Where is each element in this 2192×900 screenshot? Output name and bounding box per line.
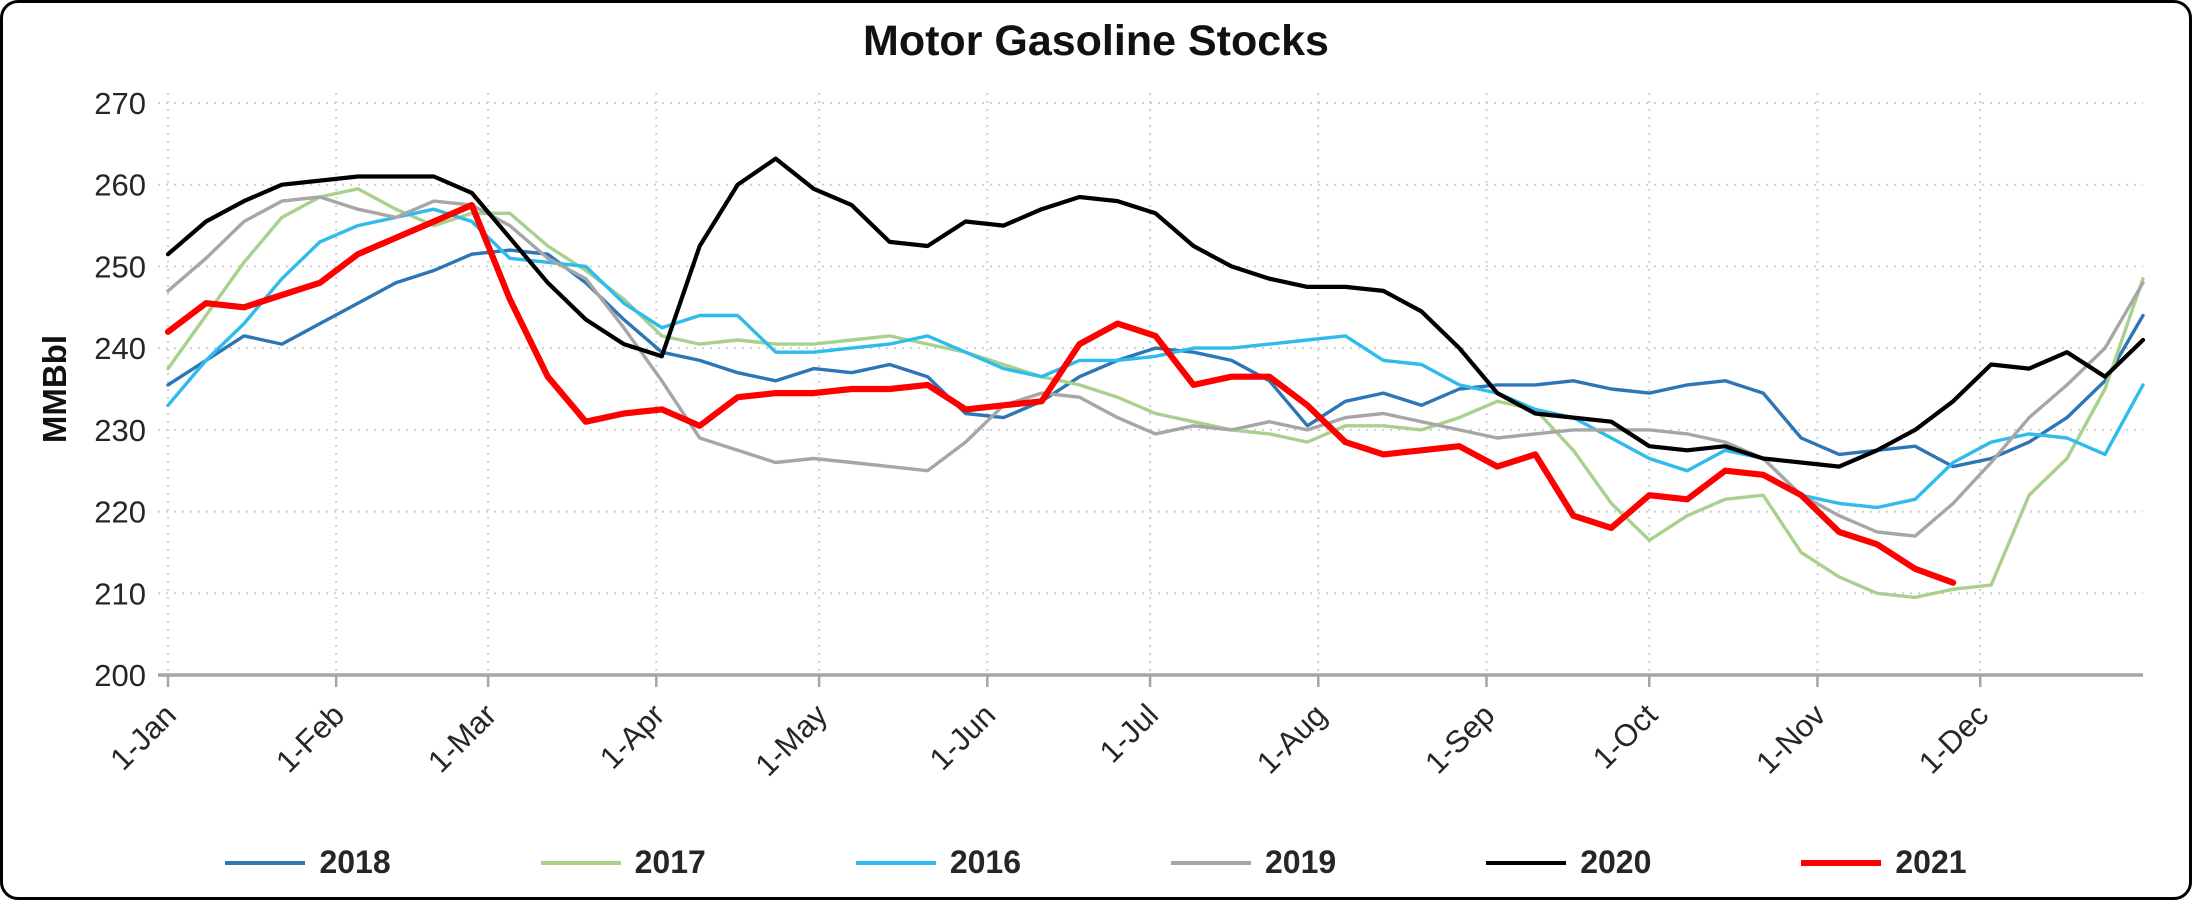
y-tick-label-230: 230 [94,413,146,448]
legend-line-sample-2019 [1171,860,1251,865]
x-tick-label-1-May: 1-May [748,697,834,783]
y-tick-label-250: 250 [94,249,146,284]
y-tick-label-210: 210 [94,576,146,611]
y-tick-label-200: 200 [94,658,146,693]
x-tick-label-1-Mar: 1-Mar [421,697,503,779]
series-line-2020 [165,156,2146,469]
legend-label-2021: 2021 [1895,844,1967,880]
legend-line-sample-2018 [225,860,306,865]
x-tick-label-1-Oct: 1-Oct [1586,697,1665,776]
legend-item-2020: 2020 [1486,844,1651,881]
legend-line-sample-2020 [1486,860,1567,865]
x-tick-label-1-Jul: 1-Jul [1093,697,1165,769]
legend-label-2018: 2018 [319,844,391,880]
legend-label-2016: 2016 [949,844,1021,880]
chart-title: Motor Gasoline Stocks [863,17,1329,65]
x-tick-label-1-Aug: 1-Aug [1250,697,1333,780]
x-tick-label-1-Jan: 1-Jan [103,697,183,777]
legend-item-2017: 2017 [540,844,706,881]
legend-line-sample-2021 [1801,859,1882,866]
x-tick-label-1-Feb: 1-Feb [269,697,351,779]
y-tick-label-260: 260 [94,168,146,203]
legend-line-sample-2017 [540,860,621,865]
series-line-2019 [166,195,2145,538]
x-tick-label-1-Apr: 1-Apr [593,697,671,775]
y-tick-label-270: 270 [94,86,146,121]
x-tick-label-1-Jun: 1-Jun [923,697,1003,777]
y-tick-label-240: 240 [94,331,146,366]
y-tick-label-220: 220 [94,495,146,530]
series-line-2018 [166,248,2145,469]
plot-svg: 200 210 220 230 240 250 260 270 1-Jan 1-Feb 1-Mar 1… [94,86,2146,783]
legend-item-2018: 2018 [225,844,391,881]
legend-label-2019: 2019 [1265,844,1337,880]
x-tick-label-1-Dec: 1-Dec [1912,697,1995,780]
legend-line-sample-2016 [855,860,936,865]
series-line-2021 [164,202,1957,586]
series-line-2016 [166,207,2145,510]
legend-label-2020: 2020 [1580,844,1652,880]
legend-item-2019: 2019 [1171,844,1336,881]
legend-item-2021: 2021 [1801,844,1967,881]
legend: 2018 2017 2016 2019 2020 2021 [3,844,2189,881]
series-line-2017 [166,187,2145,600]
x-tick-label-1-Nov: 1-Nov [1749,697,1833,781]
legend-item-2016: 2016 [855,844,1021,881]
legend-label-2017: 2017 [634,844,706,880]
x-tick-label-1-Sep: 1-Sep [1418,697,1501,780]
